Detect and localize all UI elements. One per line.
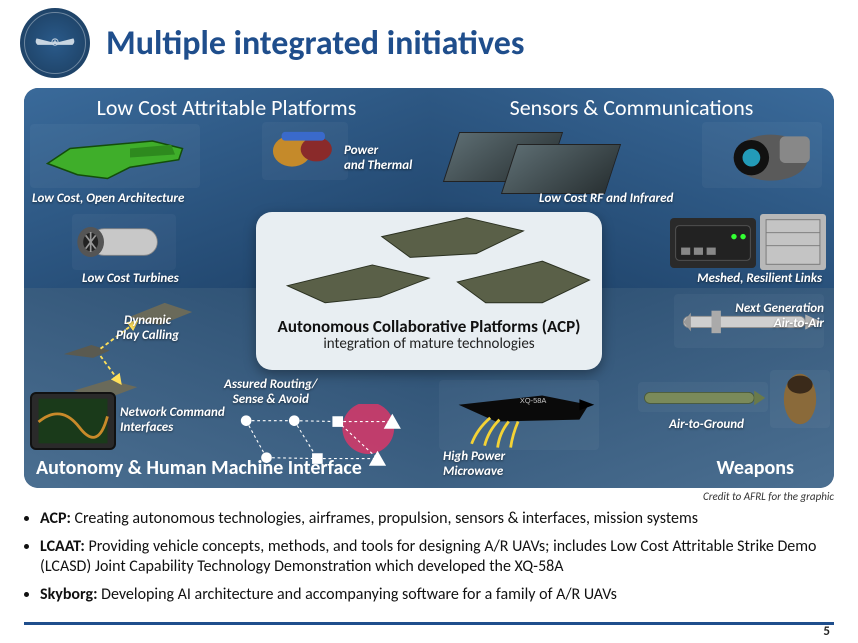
quad-heading: Sensors & Communications	[439, 94, 824, 121]
footer-rule	[24, 622, 834, 625]
label-next-gen-a2a: Next GenerationAir-to-Air	[735, 302, 824, 332]
center-subtitle: integration of mature technologies	[256, 335, 602, 353]
label-turbines: Low Cost Turbines	[82, 272, 179, 287]
tablet-image	[30, 392, 116, 450]
label-dynamic-play: DynamicPlay Calling	[116, 314, 179, 344]
label-meshed-links: Meshed, Resilient Links	[697, 272, 822, 287]
center-acp-panel: Autonomous Collaborative Platforms (ACP)…	[256, 212, 602, 370]
quad-heading: Weapons	[716, 456, 794, 480]
rf-panel-2	[501, 144, 621, 194]
initiatives-diagram: Low Cost Attritable Platforms Low Cost, …	[24, 88, 834, 488]
label-power-thermal: Powerand Thermal	[344, 144, 434, 174]
slide-title: Multiple integrated initiatives	[106, 23, 524, 64]
server-box-image	[760, 214, 826, 270]
bullet-acp: ACP: Creating autonomous technologies, a…	[40, 509, 828, 529]
svg-text:XQ-58A: XQ-58A	[520, 396, 546, 405]
page-number: 5	[823, 624, 830, 639]
label-hpm: High PowerMicrowave	[443, 450, 505, 480]
label-nci: Network CommandInterfaces	[120, 406, 225, 436]
router-image	[670, 218, 756, 268]
bullet-lcaat: LCAAT: Providing vehicle concepts, metho…	[40, 537, 828, 577]
turbine-image	[72, 214, 176, 270]
label-open-architecture: Low Cost, Open Architecture	[32, 192, 184, 207]
bullet-list: ACP: Creating autonomous technologies, a…	[40, 509, 828, 605]
eo-ir-sensor-image	[702, 122, 822, 188]
slide-header: Multiple integrated initiatives	[0, 0, 858, 82]
airframe-image	[30, 124, 200, 188]
pod-image	[770, 370, 830, 428]
agm-image	[638, 382, 768, 412]
mitchell-institute-logo	[20, 8, 90, 78]
label-air-to-ground: Air-to-Ground	[669, 418, 744, 433]
quad-heading: Autonomy & Human Machine Interface	[36, 456, 362, 480]
hpm-aircraft-image: XQ-58A	[439, 380, 599, 450]
acp-aircraft-group	[256, 212, 602, 316]
label-rf-infrared: Low Cost RF and Infrared	[539, 192, 673, 207]
bullet-skyborg: Skyborg: Developing AI architecture and …	[40, 585, 828, 605]
power-thermal-image	[262, 122, 348, 180]
center-title: Autonomous Collaborative Platforms (ACP)	[256, 316, 602, 337]
quad-heading: Low Cost Attritable Platforms	[34, 94, 419, 121]
graphic-credit: Credit to AFRL for the graphic	[0, 490, 834, 503]
dynamic-play-graphic	[28, 290, 228, 400]
